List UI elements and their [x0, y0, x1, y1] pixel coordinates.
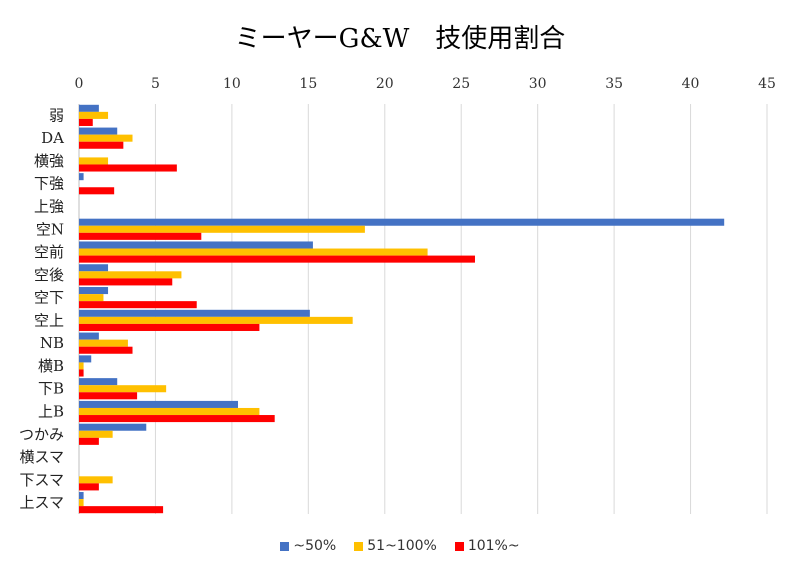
bar-1-DA	[79, 127, 118, 135]
bar-1-つかみ	[79, 423, 147, 431]
chart-legend: ~50% 51~100% 101%~	[0, 538, 800, 554]
legend-label: 51~100%	[367, 538, 437, 554]
category-label: 下強	[34, 175, 64, 193]
bar-2-つかみ	[79, 430, 113, 438]
category-label: 下B	[38, 380, 64, 398]
bar-2-下B	[79, 385, 167, 393]
bar-1-空後	[79, 264, 109, 272]
x-tick-label: 15	[299, 76, 317, 92]
bar-3-空前	[79, 255, 475, 263]
bar-1-空下	[79, 287, 109, 295]
bar-1-空N	[79, 218, 725, 226]
bar-3-空下	[79, 301, 197, 309]
bar-1-横B	[79, 355, 92, 363]
chart-title: ミーヤーG&W 技使用割合	[234, 24, 566, 54]
bar-2-空前	[79, 248, 428, 256]
bar-2-空後	[79, 271, 182, 279]
bar-3-上B	[79, 415, 275, 423]
bar-3-下B	[79, 392, 138, 400]
x-tick-label: 25	[452, 76, 470, 92]
bar-3-下強	[79, 187, 115, 195]
bar-1-下B	[79, 378, 118, 386]
category-label: 空上	[34, 311, 64, 329]
bar-2-上スマ	[79, 499, 84, 507]
x-tick-label: 5	[151, 76, 160, 92]
x-tick-label: 0	[75, 76, 84, 92]
bar-3-横強	[79, 164, 177, 172]
legend-swatch	[454, 541, 464, 551]
category-label: 弱	[49, 106, 64, 124]
bar-2-横強	[79, 157, 109, 165]
x-tick-label: 10	[223, 76, 241, 92]
legend-label: ~50%	[293, 538, 337, 554]
bar-3-DA	[79, 141, 124, 149]
bar-1-下強	[79, 173, 84, 181]
bar-2-NB	[79, 339, 128, 347]
bar-2-下スマ	[79, 476, 113, 484]
bar-1-上B	[79, 400, 239, 408]
bar-1-上スマ	[79, 492, 84, 500]
legend-swatch	[354, 541, 364, 551]
bar-1-NB	[79, 332, 99, 340]
bar-2-空N	[79, 225, 365, 233]
bar-2-DA	[79, 134, 133, 142]
bar-2-空上	[79, 316, 353, 324]
bar-3-下スマ	[79, 483, 99, 491]
category-label: 下スマ	[19, 471, 64, 489]
bar-1-空前	[79, 241, 313, 249]
legend-item: 51~100%	[354, 538, 437, 554]
x-tick-label: 40	[682, 76, 700, 92]
bar-3-空上	[79, 323, 260, 331]
category-label: 上強	[34, 198, 64, 216]
category-label: 横強	[34, 152, 64, 170]
bar-3-空N	[79, 232, 202, 240]
category-label: DA	[41, 129, 64, 147]
x-tick-label: 45	[758, 76, 776, 92]
x-tick-label: 30	[529, 76, 547, 92]
category-label: つかみ	[19, 425, 64, 443]
bar-3-上スマ	[79, 506, 164, 514]
bar-2-弱	[79, 111, 109, 119]
legend-item: 101%~	[454, 538, 520, 554]
bar-3-横B	[79, 369, 84, 377]
bar-3-空後	[79, 278, 173, 286]
category-label: 横スマ	[19, 448, 64, 466]
bar-2-横B	[79, 362, 84, 370]
legend-item: ~50%	[280, 538, 336, 554]
category-label: 空下	[34, 289, 64, 307]
bar-3-NB	[79, 346, 133, 354]
legend-swatch	[280, 541, 290, 551]
bar-2-空下	[79, 294, 104, 302]
legend-label: 101%~	[467, 538, 520, 554]
category-label: 空前	[34, 243, 64, 261]
bar-3-つかみ	[79, 437, 99, 445]
bar-3-弱	[79, 118, 93, 126]
category-label: 上B	[38, 403, 64, 421]
category-label: NB	[40, 334, 64, 352]
x-tick-label: 35	[605, 76, 623, 92]
x-tick-label: 20	[376, 76, 394, 92]
bar-1-弱	[79, 104, 99, 112]
category-label: 空N	[36, 220, 64, 238]
category-label: 空後	[34, 266, 64, 284]
bar-1-空上	[79, 309, 310, 317]
category-label: 横B	[38, 357, 64, 375]
bar-2-上B	[79, 407, 260, 416]
category-label: 上スマ	[19, 494, 64, 512]
